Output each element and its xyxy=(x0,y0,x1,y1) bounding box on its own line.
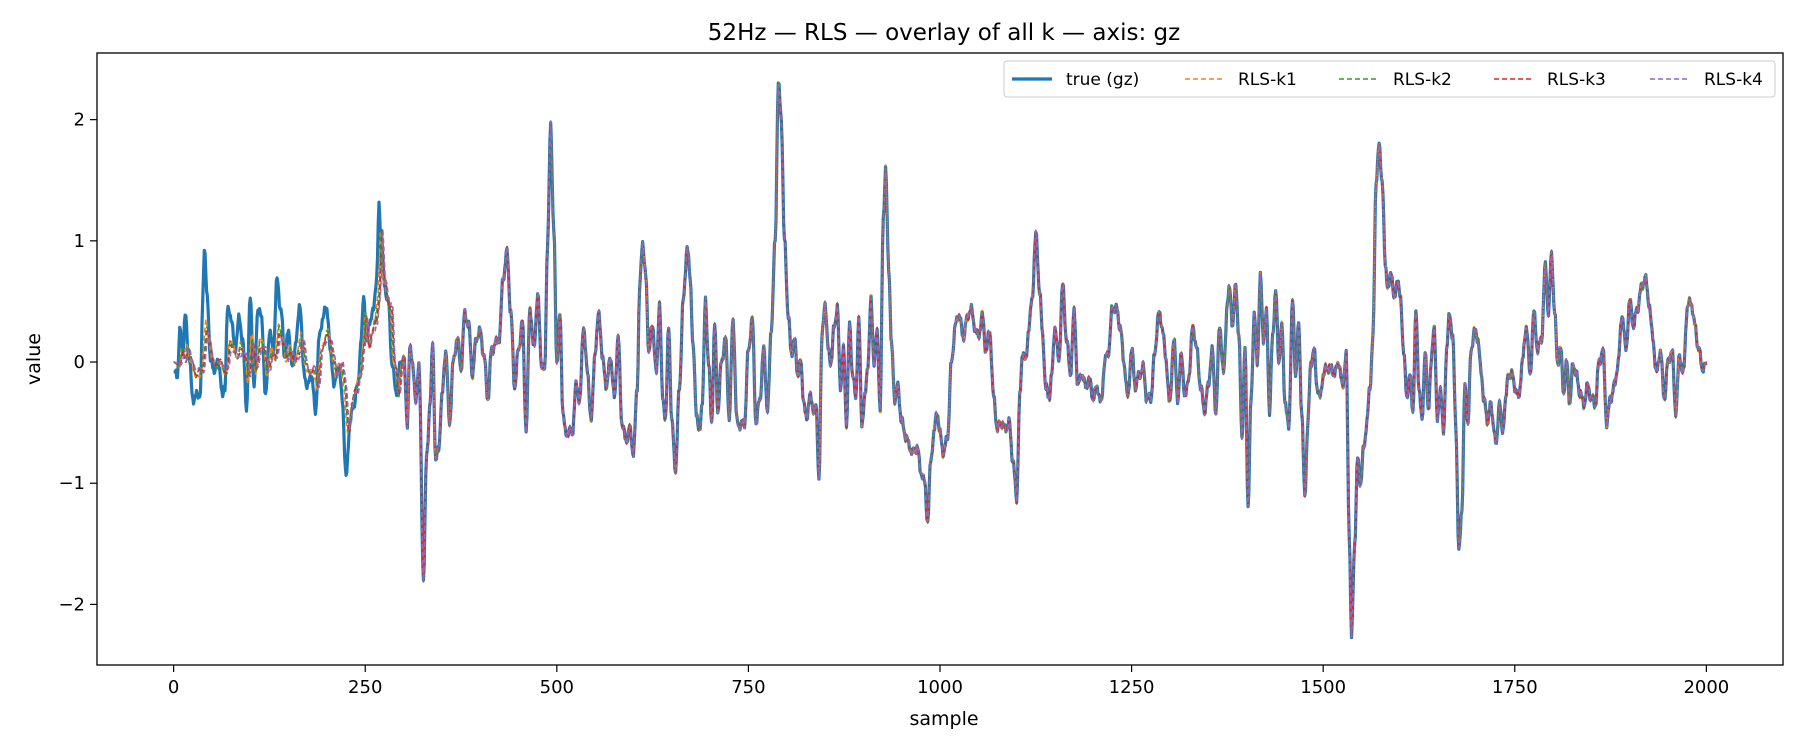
series-line-rls-k4 xyxy=(173,83,1708,638)
legend-label: RLS-k1 xyxy=(1238,70,1297,90)
plot-area xyxy=(172,80,1708,640)
y-axis: −2 −1 0 1 2 xyxy=(58,110,97,615)
x-tick-label: 750 xyxy=(731,677,765,698)
x-tick-label: 1500 xyxy=(1300,677,1346,698)
legend-label: RLS-k2 xyxy=(1393,70,1452,90)
y-tick-label: 0 xyxy=(74,352,85,373)
y-axis-label: value xyxy=(23,333,45,385)
x-tick-label: 250 xyxy=(348,677,382,698)
series-group xyxy=(172,80,1708,640)
x-axis: 0 250 500 750 1000 1250 1500 1750 2000 xyxy=(168,665,1729,698)
legend-label: true (gz) xyxy=(1066,70,1139,90)
x-tick-label: 1750 xyxy=(1492,677,1538,698)
x-tick-label: 1000 xyxy=(917,677,963,698)
x-tick-label: 0 xyxy=(168,677,179,698)
legend-label: RLS-k3 xyxy=(1547,70,1606,90)
legend: true (gz) RLS-k1 RLS-k2 RLS-k3 RLS-k4 xyxy=(1003,60,1776,98)
y-tick-label: −1 xyxy=(58,473,85,494)
x-tick-label: 1250 xyxy=(1109,677,1155,698)
legend-label: RLS-k4 xyxy=(1704,70,1763,90)
legend-box xyxy=(1003,60,1776,98)
chart-title: 52Hz — RLS — overlay of all k — axis: gz xyxy=(708,20,1180,46)
x-axis-label: sample xyxy=(909,708,978,730)
y-tick-label: 1 xyxy=(74,231,85,252)
y-tick-label: −2 xyxy=(58,594,85,615)
x-tick-label: 2000 xyxy=(1683,677,1729,698)
x-tick-label: 500 xyxy=(540,677,574,698)
y-tick-label: 2 xyxy=(74,110,85,131)
